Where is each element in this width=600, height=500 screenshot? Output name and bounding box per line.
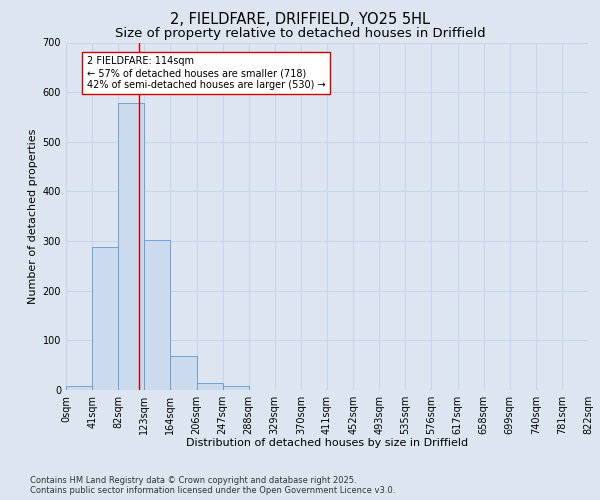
Bar (223, 386, 249, 390)
Bar (66, 386, 92, 390)
X-axis label: Distribution of detached houses by size in Driffield: Distribution of detached houses by size … (186, 438, 468, 448)
Bar (170, 356, 197, 390)
Text: 2, FIELDFARE, DRIFFIELD, YO25 5HL: 2, FIELDFARE, DRIFFIELD, YO25 5HL (170, 12, 430, 28)
Bar (145, 240, 170, 390)
Bar (92, 247, 118, 390)
Bar (118, 103, 145, 390)
Text: 2 FIELDFARE: 114sqm
← 57% of detached houses are smaller (718)
42% of semi-detac: 2 FIELDFARE: 114sqm ← 57% of detached ho… (87, 56, 326, 90)
Text: Size of property relative to detached houses in Driffield: Size of property relative to detached ho… (115, 28, 485, 40)
Bar (197, 382, 223, 390)
Y-axis label: Number of detached properties: Number of detached properties (28, 128, 38, 304)
Text: Contains HM Land Registry data © Crown copyright and database right 2025.
Contai: Contains HM Land Registry data © Crown c… (30, 476, 395, 495)
